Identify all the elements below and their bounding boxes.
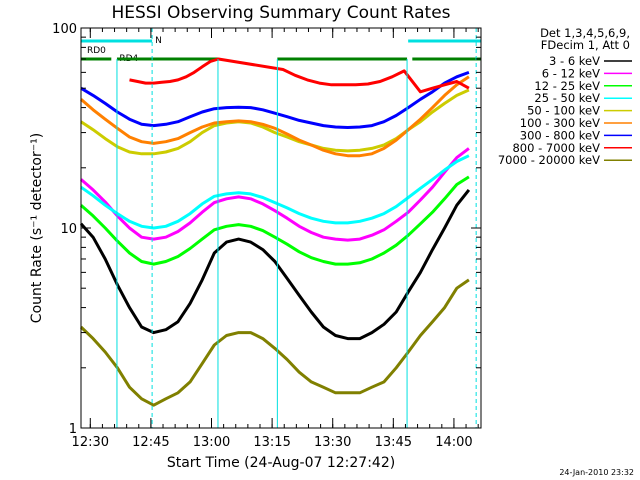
observing-flags: RD0 RD4 N: [81, 36, 481, 64]
series-line-2: [80, 147, 470, 242]
series-line-7: [80, 70, 470, 129]
generated-timestamp: 24-Jan-2010 23:32: [559, 468, 634, 477]
x-tick-label: 13:45: [375, 435, 412, 450]
series-line-1: [79, 188, 471, 341]
legend-header-line-1: Det 1,3,4,5,6,9,: [540, 26, 630, 40]
x-tick-label: 13:15: [253, 435, 290, 450]
x-axis-label: Start Time (24-Aug-07 12:27:42): [167, 455, 395, 471]
x-tick-label: 12:30: [72, 435, 109, 450]
legend-entry-label: 300 - 800 keV: [520, 128, 600, 142]
series-line-3: [80, 175, 470, 266]
series-layer: [79, 57, 471, 407]
legend-entry-label: 7000 - 20000 keV: [498, 153, 600, 167]
series-line-4: [80, 154, 470, 230]
legend-header-line-2: FDecim 1, Att 0: [541, 38, 630, 52]
series-line-9: [79, 278, 470, 407]
legend: Det 1,3,4,5,6,9, FDecim 1, Att 0 3 - 6 k…: [498, 26, 632, 167]
legend-entry-label: 6 - 12 keV: [542, 66, 600, 80]
rd0-flag-label: RD0: [87, 46, 106, 56]
legend-entry-label: 100 - 300 keV: [520, 116, 600, 130]
x-tick-label: 13:00: [193, 435, 230, 450]
x-tick-label: 13:30: [314, 435, 351, 450]
legend-entry-label: 12 - 25 keV: [534, 79, 600, 93]
axes: 12:30 12:45 13:00 13:15 13:30 13:45 14:00 1 10 10…: [52, 22, 481, 450]
y-axis-label: Count Rate (s⁻¹ detector⁻¹): [29, 133, 45, 323]
legend-entry-label: 50 - 100 keV: [527, 104, 600, 118]
series-line-6: [80, 75, 470, 158]
series-line-8: [129, 57, 470, 94]
chart-title: HESSI Observing Summary Count Rates: [111, 3, 450, 23]
y-tick-label: 100: [52, 22, 77, 37]
y-tick-label: 10: [60, 222, 77, 237]
plot-frame: [80, 27, 482, 429]
y-tick-label: 1: [69, 422, 77, 437]
x-tick-label: 12:45: [132, 435, 169, 450]
legend-entry-label: 800 - 7000 keV: [512, 141, 600, 155]
x-tick-label: 14:00: [435, 435, 472, 450]
night-flag-label: N: [155, 36, 162, 46]
legend-entry-label: 3 - 6 keV: [549, 54, 600, 68]
legend-entry-label: 25 - 50 keV: [534, 91, 600, 105]
